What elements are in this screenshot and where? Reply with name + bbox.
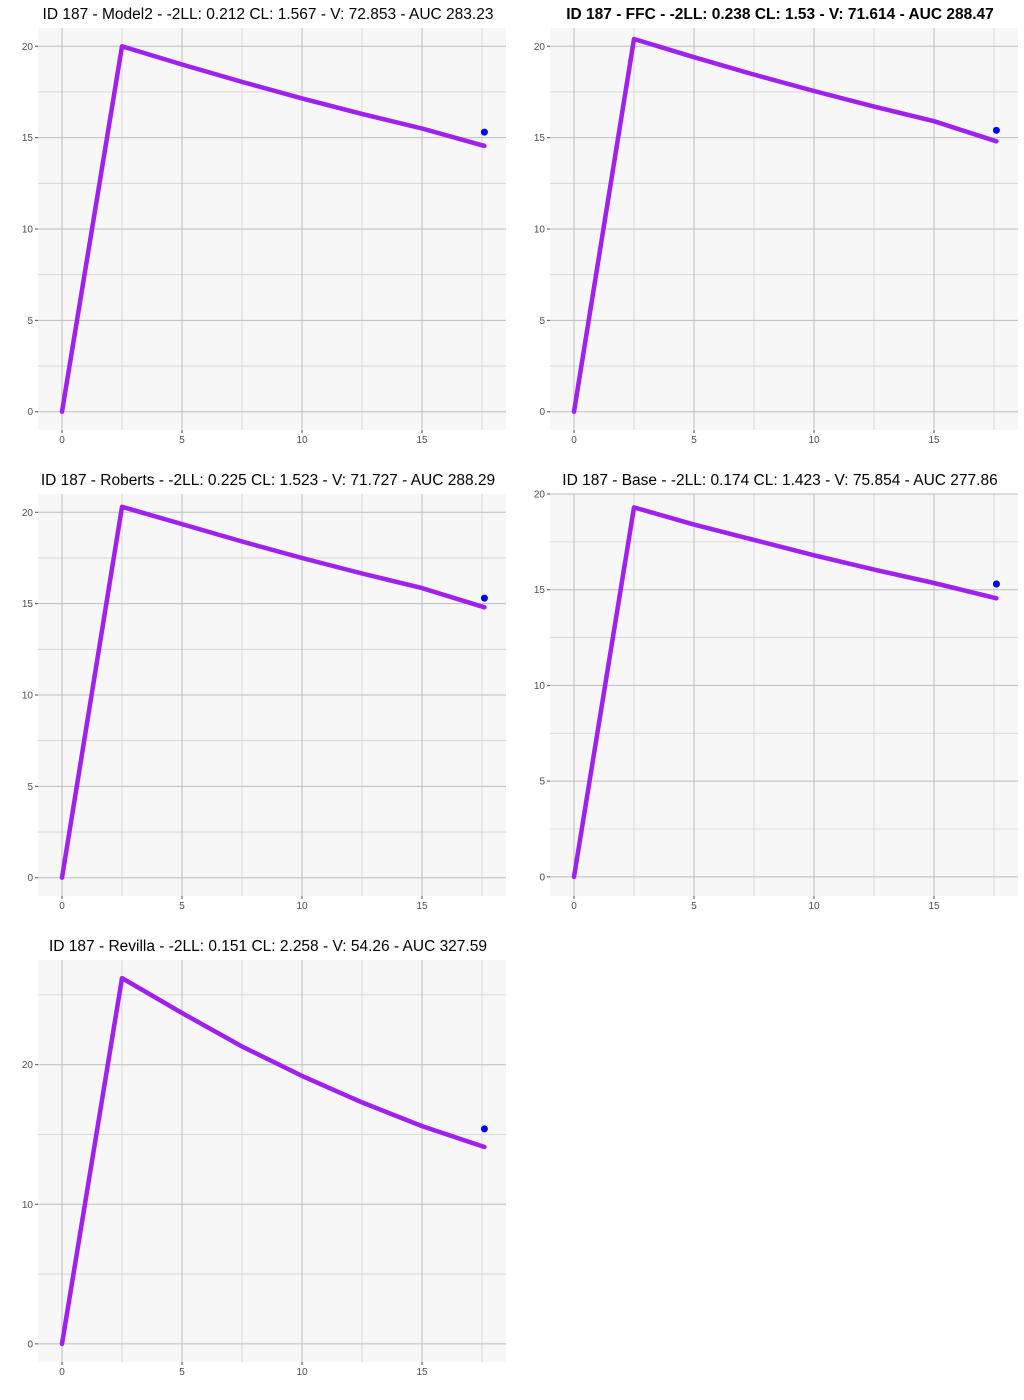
x-tick-label: 10 <box>296 435 308 446</box>
concentration-curve <box>59 975 487 1347</box>
y-tick-label: 15 <box>534 133 546 144</box>
y-tick-label: 20 <box>534 42 546 53</box>
x-tick-label: 5 <box>179 901 185 912</box>
x-tick-label: 5 <box>179 1367 185 1378</box>
x-tick-label: 15 <box>416 901 428 912</box>
x-tick-label: 10 <box>808 901 820 912</box>
y-tick-label: 0 <box>27 1339 33 1350</box>
y-tick-label: 0 <box>539 407 545 418</box>
observed-point <box>992 580 1000 588</box>
chart-title: ID 187 - Model2 - -2LL: 0.212 CL: 1.567 … <box>43 6 494 23</box>
x-tick-label: 10 <box>296 1367 308 1378</box>
x-tick-label: 0 <box>59 1367 65 1378</box>
y-tick-label: 20 <box>534 490 546 501</box>
x-tick-label: 10 <box>808 435 820 446</box>
concentration-curve <box>59 504 487 880</box>
chart-title: ID 187 - Roberts - -2LL: 0.225 CL: 1.523… <box>41 472 495 489</box>
chart-panel-model2: ID 187 - Model2 - -2LL: 0.212 CL: 1.567 … <box>0 0 512 468</box>
y-tick-label: 5 <box>539 316 545 327</box>
observed-point <box>992 126 1000 134</box>
y-tick-label: 10 <box>22 225 34 236</box>
y-tick-label: 15 <box>534 585 546 596</box>
concentration-curve <box>59 44 487 414</box>
x-tick-label: 0 <box>571 435 577 446</box>
y-tick-label: 0 <box>27 873 33 884</box>
y-tick-label: 20 <box>22 42 34 53</box>
y-tick-label: 10 <box>534 681 546 692</box>
y-tick-label: 0 <box>539 872 545 883</box>
plot-background <box>550 494 1018 896</box>
x-tick-label: 10 <box>296 901 308 912</box>
x-tick-label: 5 <box>691 901 697 912</box>
y-tick-label: 10 <box>22 1200 34 1211</box>
observed-point <box>480 1125 488 1133</box>
x-tick-label: 0 <box>59 435 65 446</box>
x-tick-label: 15 <box>928 901 940 912</box>
y-tick-label: 10 <box>22 691 34 702</box>
x-tick-label: 0 <box>59 901 65 912</box>
chart-title: ID 187 - FFC - -2LL: 0.238 CL: 1.53 - V:… <box>566 6 994 23</box>
chart-panel-base: ID 187 - Base - -2LL: 0.174 CL: 1.423 - … <box>512 466 1024 934</box>
y-tick-label: 15 <box>22 599 34 610</box>
chart-panel-revilla: ID 187 - Revilla - -2LL: 0.151 CL: 2.258… <box>0 932 512 1400</box>
chart-base: ID 187 - Base - -2LL: 0.174 CL: 1.423 - … <box>534 472 1018 912</box>
y-tick-label: 5 <box>27 316 33 327</box>
chart-ffc: ID 187 - FFC - -2LL: 0.238 CL: 1.53 - V:… <box>534 6 1018 446</box>
y-tick-label: 0 <box>27 407 33 418</box>
plot-background <box>38 960 506 1362</box>
concentration-curve <box>571 505 999 880</box>
x-tick-label: 15 <box>416 1367 428 1378</box>
x-tick-label: 15 <box>416 435 428 446</box>
y-tick-label: 5 <box>27 782 33 793</box>
chart-panel-ffc: ID 187 - FFC - -2LL: 0.238 CL: 1.53 - V:… <box>512 0 1024 468</box>
x-tick-label: 5 <box>691 435 697 446</box>
y-tick-label: 20 <box>22 1060 34 1071</box>
y-tick-label: 20 <box>22 508 34 519</box>
concentration-curve <box>571 36 999 414</box>
observed-point <box>480 594 488 602</box>
chart-roberts: ID 187 - Roberts - -2LL: 0.225 CL: 1.523… <box>22 472 506 912</box>
x-tick-label: 0 <box>571 901 577 912</box>
chart-title: ID 187 - Base - -2LL: 0.174 CL: 1.423 - … <box>562 472 997 489</box>
y-tick-label: 5 <box>539 777 545 788</box>
x-tick-label: 15 <box>928 435 940 446</box>
y-tick-label: 15 <box>22 133 34 144</box>
observed-point <box>480 128 488 136</box>
x-tick-label: 5 <box>179 435 185 446</box>
chart-title: ID 187 - Revilla - -2LL: 0.151 CL: 2.258… <box>49 938 487 955</box>
chart-revilla: ID 187 - Revilla - -2LL: 0.151 CL: 2.258… <box>22 938 506 1378</box>
y-tick-label: 10 <box>534 225 546 236</box>
chart-model2: ID 187 - Model2 - -2LL: 0.212 CL: 1.567 … <box>22 6 506 446</box>
chart-panel-roberts: ID 187 - Roberts - -2LL: 0.225 CL: 1.523… <box>0 466 512 934</box>
